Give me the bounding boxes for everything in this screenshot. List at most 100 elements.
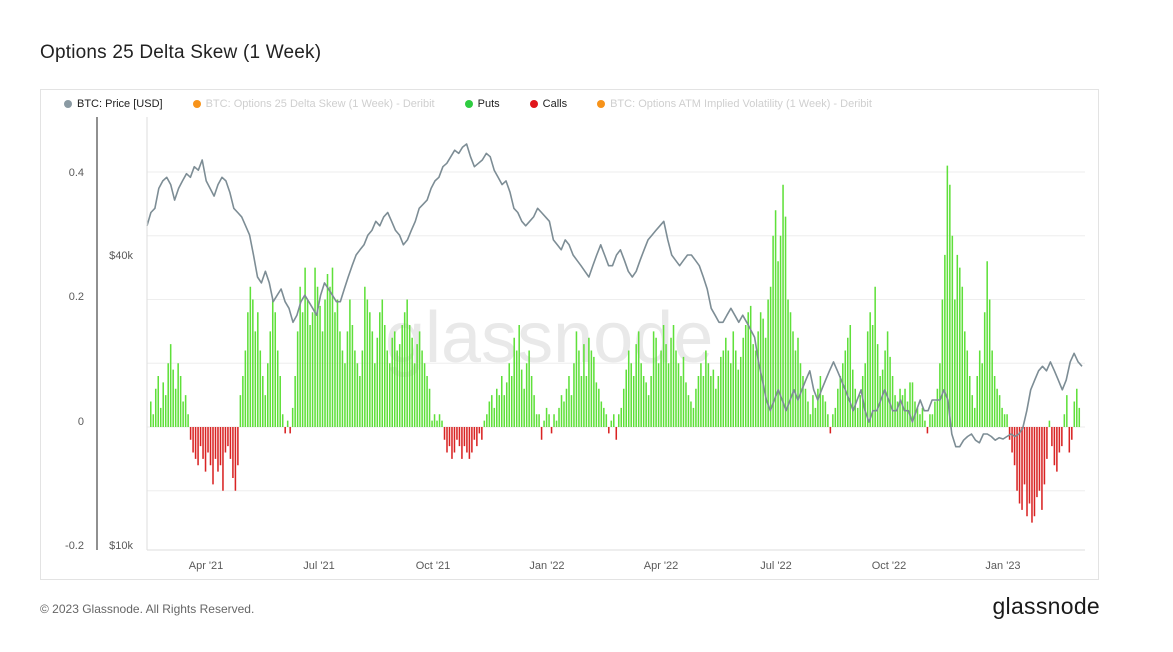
puts-bar — [762, 318, 764, 428]
puts-bar — [172, 369, 174, 428]
puts-bar — [346, 331, 349, 428]
calls-bar — [222, 427, 224, 491]
calls-bar — [481, 427, 483, 440]
price-line-group — [146, 143, 1083, 448]
legend-item[interactable]: BTC: Price [USD] — [64, 98, 163, 110]
puts-bar — [804, 388, 807, 427]
puts-bar — [513, 337, 515, 427]
puts-bar — [968, 376, 971, 427]
legend-item[interactable]: Calls — [529, 98, 567, 110]
puts-bar — [316, 286, 319, 427]
legend-item[interactable]: BTC: Options 25 Delta Skew (1 Week) - De… — [192, 98, 435, 110]
puts-bar — [697, 376, 700, 427]
calls-bar — [212, 427, 214, 485]
puts-bar — [319, 305, 321, 428]
calls-bar — [446, 427, 448, 453]
calls-bar — [229, 427, 232, 459]
puts-bar — [764, 337, 767, 427]
calls-bar — [451, 427, 453, 459]
legend-item[interactable]: Puts — [464, 98, 500, 110]
puts-bar — [152, 414, 155, 427]
puts-bar — [267, 363, 269, 427]
puts-bar — [876, 344, 879, 428]
calls-bar — [214, 427, 217, 459]
puts-bar — [782, 184, 784, 427]
puts-bar — [391, 337, 393, 427]
puts-bar — [1006, 414, 1008, 427]
calls-bar — [1071, 427, 1073, 440]
puts-bar — [891, 376, 894, 427]
puts-bar — [533, 395, 535, 428]
puts-bar — [851, 369, 854, 428]
puts-bar — [734, 350, 737, 427]
puts-bar — [622, 388, 625, 427]
puts-bar — [725, 337, 727, 427]
puts-bar — [832, 414, 834, 427]
puts-bar — [418, 331, 421, 428]
puts-bar — [580, 376, 583, 427]
puts-bar — [630, 363, 632, 427]
puts-bar — [535, 414, 538, 427]
puts-bar — [909, 382, 911, 428]
puts-bar — [553, 414, 555, 427]
puts-bar — [680, 376, 682, 427]
puts-bar — [774, 210, 777, 427]
puts-bar — [660, 350, 662, 427]
puts-bar — [705, 350, 707, 427]
puts-bar — [687, 395, 690, 428]
calls-bar — [458, 427, 461, 447]
puts-bar — [578, 350, 580, 427]
calls-bar — [1036, 427, 1038, 498]
puts-bar — [757, 331, 759, 428]
puts-bar — [856, 407, 859, 428]
puts-bar — [249, 286, 252, 427]
puts-bar — [242, 376, 244, 427]
puts-bar — [864, 363, 866, 427]
puts-bar — [742, 337, 744, 427]
puts-bar — [769, 286, 772, 427]
puts-bar — [645, 382, 647, 428]
x-tick-label: Jul '22 — [760, 560, 791, 572]
puts-bar — [324, 299, 326, 427]
calls-bar — [463, 427, 466, 447]
puts-bar — [150, 401, 152, 427]
puts-bar — [605, 414, 608, 427]
puts-bar — [247, 312, 249, 427]
puts-bar — [486, 414, 488, 427]
puts-bar — [747, 312, 749, 427]
calls-bar — [194, 427, 197, 459]
puts-bar — [749, 305, 752, 428]
calls-bar — [1041, 427, 1043, 510]
puts-bar — [722, 350, 725, 427]
legend-dot-icon — [64, 100, 72, 108]
puts-bar — [657, 363, 660, 427]
puts-bar — [650, 376, 652, 427]
calls-bar — [1061, 427, 1063, 447]
calls-bar — [207, 427, 209, 453]
puts-bar — [881, 369, 884, 428]
puts-bar — [911, 382, 914, 428]
puts-bar — [500, 376, 503, 427]
calls-bar — [1016, 427, 1018, 491]
puts-bar — [772, 235, 774, 427]
puts-bar — [737, 369, 740, 428]
puts-bar — [326, 274, 329, 427]
puts-bar — [849, 325, 852, 427]
puts-bar — [428, 388, 431, 427]
puts-bar — [954, 299, 956, 427]
puts-bar — [264, 395, 267, 428]
puts-bar — [682, 356, 685, 428]
puts-bar — [555, 420, 558, 428]
chart-legend: BTC: Price [USD] BTC: Options 25 Delta Sk… — [64, 98, 902, 110]
puts-bar — [379, 312, 381, 427]
puts-bar — [924, 420, 926, 428]
calls-bar — [192, 427, 194, 453]
calls-bar — [284, 427, 286, 434]
puts-bar — [814, 407, 817, 428]
puts-bar — [1048, 420, 1051, 428]
legend-item[interactable]: BTC: Options ATM Implied Volatility (1 W… — [597, 98, 872, 110]
puts-bar — [291, 407, 294, 428]
calls-bar — [1068, 427, 1071, 453]
puts-bar — [538, 414, 540, 427]
